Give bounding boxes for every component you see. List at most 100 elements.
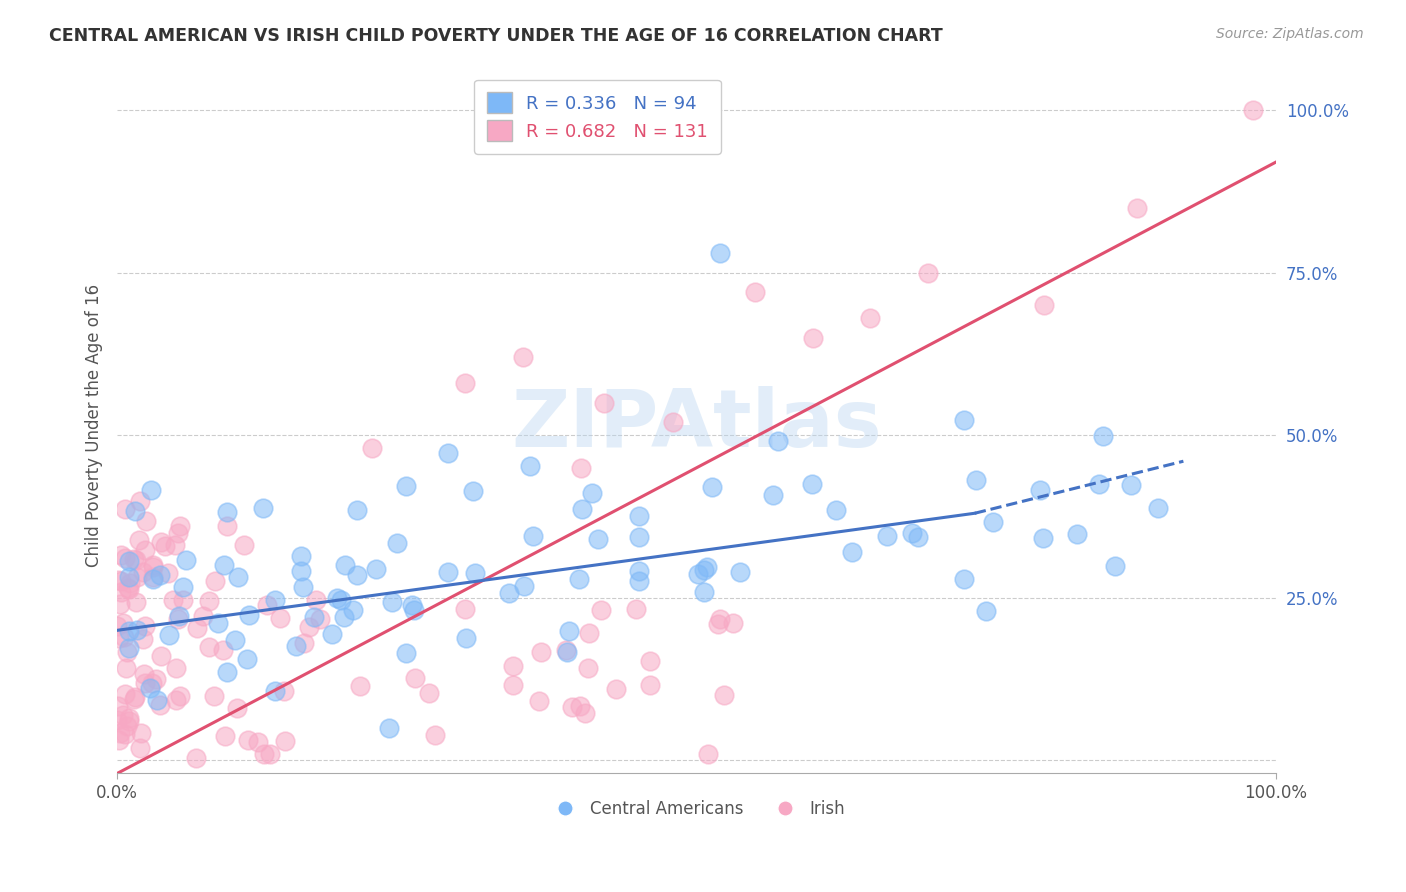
- Point: [627, 508, 650, 523]
- Point: [378, 721, 401, 735]
- Point: [1091, 428, 1114, 442]
- Point: [118, 640, 141, 655]
- Point: [141, 675, 163, 690]
- Point: [321, 626, 343, 640]
- Point: [108, 597, 131, 611]
- Point: [112, 708, 135, 723]
- Point: [110, 584, 132, 599]
- Point: [498, 585, 520, 599]
- Point: [107, 713, 129, 727]
- Point: [134, 543, 156, 558]
- Point: [285, 639, 308, 653]
- Point: [387, 535, 409, 549]
- Point: [901, 526, 924, 541]
- Point: [574, 706, 596, 720]
- Point: [801, 477, 824, 491]
- Point: [332, 610, 354, 624]
- Point: [976, 604, 998, 618]
- Point: [292, 636, 315, 650]
- Point: [662, 415, 685, 429]
- Point: [149, 698, 172, 713]
- Point: [952, 572, 974, 586]
- Point: [174, 553, 197, 567]
- Point: [263, 592, 285, 607]
- Point: [527, 694, 550, 708]
- Point: [165, 661, 187, 675]
- Point: [512, 350, 534, 364]
- Point: [111, 616, 134, 631]
- Point: [401, 599, 423, 613]
- Point: [1241, 103, 1264, 117]
- Point: [172, 592, 194, 607]
- Point: [1028, 483, 1050, 497]
- Point: [167, 608, 190, 623]
- Point: [141, 572, 163, 586]
- Point: [571, 502, 593, 516]
- Point: [728, 565, 751, 579]
- Point: [1104, 559, 1126, 574]
- Point: [124, 553, 146, 567]
- Point: [198, 593, 221, 607]
- Point: [107, 699, 129, 714]
- Point: [114, 687, 136, 701]
- Point: [627, 564, 650, 578]
- Point: [233, 538, 256, 552]
- Point: [291, 580, 314, 594]
- Point: [157, 627, 180, 641]
- Point: [824, 502, 846, 516]
- Point: [129, 726, 152, 740]
- Point: [114, 551, 136, 566]
- Point: [108, 631, 131, 645]
- Point: [108, 725, 131, 739]
- Point: [1032, 532, 1054, 546]
- Point: [454, 632, 477, 646]
- Point: [224, 632, 246, 647]
- Point: [269, 611, 291, 625]
- Point: [122, 692, 145, 706]
- Point: [124, 503, 146, 517]
- Point: [142, 558, 165, 572]
- Point: [402, 603, 425, 617]
- Point: [461, 483, 484, 498]
- Point: [707, 617, 730, 632]
- Point: [150, 534, 173, 549]
- Point: [454, 376, 477, 391]
- Point: [692, 563, 714, 577]
- Point: [381, 595, 404, 609]
- Point: [567, 572, 589, 586]
- Point: [132, 565, 155, 579]
- Point: [364, 562, 387, 576]
- Text: Source: ZipAtlas.com: Source: ZipAtlas.com: [1216, 27, 1364, 41]
- Point: [128, 494, 150, 508]
- Point: [191, 609, 214, 624]
- Point: [346, 503, 368, 517]
- Point: [513, 579, 536, 593]
- Point: [114, 726, 136, 740]
- Point: [149, 567, 172, 582]
- Point: [122, 552, 145, 566]
- Point: [841, 545, 863, 559]
- Point: [125, 570, 148, 584]
- Point: [395, 479, 418, 493]
- Point: [169, 689, 191, 703]
- Text: CENTRAL AMERICAN VS IRISH CHILD POVERTY UNDER THE AGE OF 16 CORRELATION CHART: CENTRAL AMERICAN VS IRISH CHILD POVERTY …: [49, 27, 943, 45]
- Point: [215, 505, 238, 519]
- Point: [118, 714, 141, 728]
- Point: [141, 483, 163, 497]
- Point: [153, 540, 176, 554]
- Point: [418, 685, 440, 699]
- Point: [859, 311, 882, 326]
- Point: [693, 585, 716, 599]
- Point: [129, 740, 152, 755]
- Point: [169, 518, 191, 533]
- Point: [1088, 477, 1111, 491]
- Point: [709, 246, 731, 260]
- Point: [1121, 477, 1143, 491]
- Point: [593, 395, 616, 409]
- Point: [436, 565, 458, 579]
- Y-axis label: Child Poverty Under the Age of 16: Child Poverty Under the Age of 16: [86, 284, 103, 567]
- Point: [952, 413, 974, 427]
- Point: [404, 671, 426, 685]
- Point: [522, 529, 544, 543]
- Point: [561, 700, 583, 714]
